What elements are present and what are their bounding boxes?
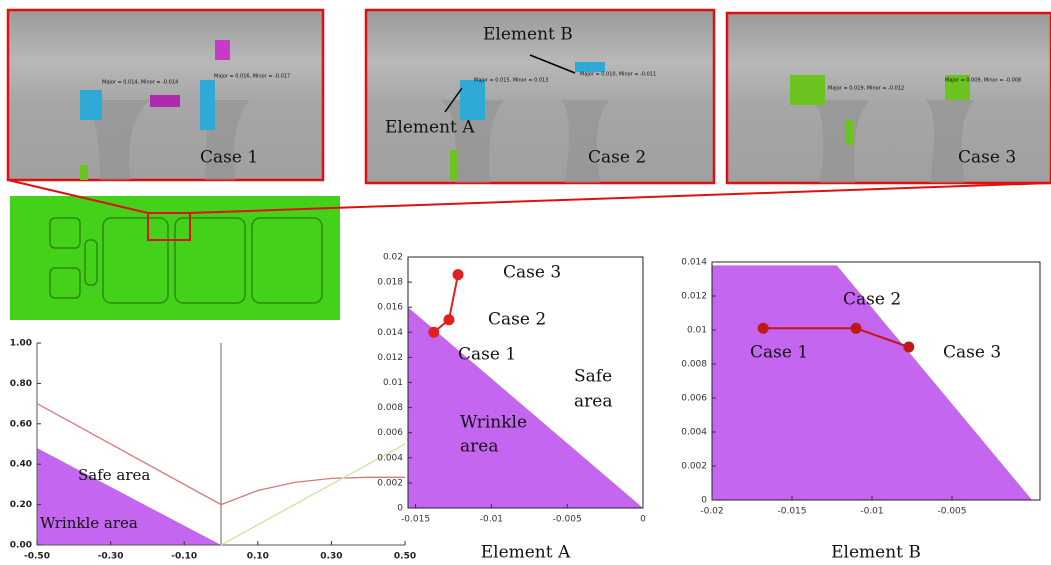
panel-3: Major = 0.019, Minor = -0.012 Major = 0.… (727, 13, 1051, 183)
y-tick-label: 0.01 (687, 326, 707, 336)
point-label: Case 1 (458, 345, 516, 365)
x-tick-label: 0 (640, 515, 646, 525)
chart-title: Element B (831, 543, 921, 563)
y-tick-label: 0.004 (377, 453, 403, 463)
data-point (453, 269, 464, 280)
strain-blob (215, 40, 230, 60)
strain-blob (80, 90, 102, 120)
x-tick-label: -0.005 (937, 507, 966, 517)
point-label: Case 2 (843, 290, 901, 310)
point-label: Case 3 (943, 343, 1001, 363)
y-tick-label: 0.014 (681, 258, 707, 268)
y-tick-label: 0.018 (377, 278, 403, 288)
y-tick-label: 1.00 (10, 339, 32, 349)
x-tick-label: -0.01 (480, 515, 503, 525)
x-tick-label: 0.50 (394, 552, 416, 562)
point-label: Case 2 (488, 310, 546, 330)
y-tick-label: 0.01 (383, 378, 403, 388)
data-point (758, 323, 769, 334)
x-tick-label: -0.01 (860, 507, 883, 517)
readout: Major = 0.009, Minor = -0.008 (945, 78, 1021, 84)
point-label: Case 1 (750, 343, 808, 363)
readout: Major = 0.019, Minor = -0.012 (828, 86, 904, 92)
annotation: area (574, 392, 612, 412)
point-label: Case 3 (503, 263, 561, 283)
y-tick-label: 0.02 (383, 253, 403, 263)
y-tick-label: 0.008 (377, 403, 403, 413)
readout: Major = 0.010, Minor = -0.011 (580, 72, 656, 78)
y-tick-label: 0.012 (681, 292, 707, 302)
x-tick-label: -0.10 (171, 552, 197, 562)
x-tick-label: -0.015 (777, 507, 806, 517)
callout: Element B (483, 25, 573, 45)
data-point (903, 342, 914, 353)
annotation: area (460, 437, 498, 457)
annotation: Wrinkle area (40, 514, 138, 532)
strain-blob (80, 165, 88, 180)
y-tick-label: 0.80 (10, 379, 32, 389)
readout: Major = 0.014, Minor = -0.014 (102, 80, 178, 86)
panel-caption: Case 1 (200, 148, 258, 168)
y-tick-label: 0.40 (10, 460, 32, 470)
strain-blob (845, 120, 853, 145)
x-tick-label: -0.005 (553, 515, 582, 525)
chart-title: Element A (481, 543, 571, 563)
y-tick-label: 0 (397, 504, 403, 514)
y-tick-label: 0.20 (10, 500, 32, 510)
y-tick-label: 0.014 (377, 328, 403, 338)
data-point (428, 327, 439, 338)
data-point (851, 323, 862, 334)
figure: Major = 0.014, Minor = -0.014 Major = 0.… (0, 0, 1051, 565)
readout: Major = 0.016, Minor = -0.017 (214, 74, 290, 80)
y-tick-label: 0.006 (681, 394, 707, 404)
strain-blob (150, 95, 180, 107)
page: Major = 0.014, Minor = -0.014 Major = 0.… (0, 0, 1051, 565)
panel-caption: Case 3 (958, 148, 1016, 168)
data-point (443, 314, 454, 325)
strain-blob (790, 75, 825, 105)
y-tick-label: 0.004 (681, 428, 707, 438)
y-tick-label: 0.008 (681, 360, 707, 370)
x-tick-label: 0.10 (247, 552, 269, 562)
strain-blob (460, 80, 485, 120)
y-tick-label: 0.016 (377, 303, 403, 313)
y-tick-label: 0 (701, 496, 707, 506)
x-tick-label: -0.015 (401, 515, 430, 525)
annotation: Wrinkle (460, 413, 527, 433)
y-tick-label: 0.006 (377, 428, 403, 438)
x-tick-label: -0.02 (700, 507, 723, 517)
x-tick-label: -0.50 (24, 552, 50, 562)
strain-blob (575, 62, 605, 72)
strain-blob (450, 150, 458, 180)
panel-1: Major = 0.014, Minor = -0.014 Major = 0.… (8, 10, 323, 180)
strain-blob (200, 80, 215, 130)
y-tick-label: 0.00 (10, 541, 32, 551)
panel-caption: Case 2 (588, 148, 646, 168)
x-tick-label: 0.30 (320, 552, 342, 562)
readout: Major = 0.015, Minor = 0.013 (474, 78, 548, 84)
y-tick-label: 0.002 (377, 478, 403, 488)
y-tick-label: 0.012 (377, 353, 403, 363)
annotation: Safe (574, 367, 612, 387)
annotation: Safe area (78, 466, 150, 484)
x-tick-label: -0.30 (98, 552, 124, 562)
y-tick-label: 0.002 (681, 462, 707, 472)
callout: Element A (385, 118, 475, 138)
y-tick-label: 0.60 (10, 419, 32, 429)
panel-2: Major = 0.015, Minor = 0.013 Major = 0.0… (366, 10, 714, 183)
